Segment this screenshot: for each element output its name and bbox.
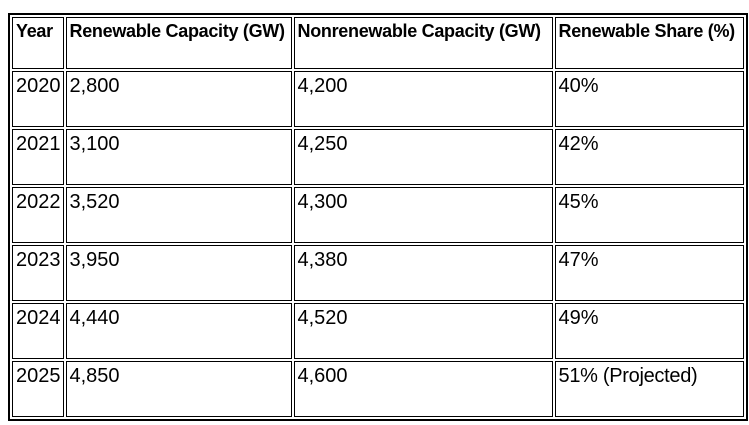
header-row: Year Renewable Capacity (GW) Nonrenewabl… (12, 17, 744, 69)
cell-renewable-capacity: 3,100 (65, 129, 292, 185)
cell-renewable-capacity: 3,520 (65, 187, 292, 243)
table-body: 2020 2,800 4,200 40% 2021 3,100 4,250 42… (12, 71, 744, 417)
cell-renewable-capacity: 3,950 (65, 245, 292, 301)
cell-year: 2024 (12, 303, 64, 359)
cell-renewable-capacity: 4,850 (65, 361, 292, 417)
cell-year: 2025 (12, 361, 64, 417)
cell-renewable-share: 49% (554, 303, 744, 359)
table-row: 2024 4,440 4,520 49% (12, 303, 744, 359)
cell-renewable-share: 40% (554, 71, 744, 127)
cell-renewable-share-projected: 51% (Projected) (554, 361, 744, 417)
cell-nonrenewable-capacity: 4,380 (293, 245, 553, 301)
cell-nonrenewable-capacity: 4,520 (293, 303, 553, 359)
cell-year: 2020 (12, 71, 64, 127)
cell-renewable-capacity: 4,440 (65, 303, 292, 359)
cell-year: 2022 (12, 187, 64, 243)
cell-renewable-share: 47% (554, 245, 744, 301)
table-row: 2020 2,800 4,200 40% (12, 71, 744, 127)
table-header: Year Renewable Capacity (GW) Nonrenewabl… (12, 17, 744, 69)
cell-renewable-capacity: 2,800 (65, 71, 292, 127)
cell-renewable-share: 45% (554, 187, 744, 243)
cell-nonrenewable-capacity: 4,600 (293, 361, 553, 417)
table-row: 2021 3,100 4,250 42% (12, 129, 744, 185)
table-row: 2023 3,950 4,380 47% (12, 245, 744, 301)
cell-year: 2023 (12, 245, 64, 301)
table-row: 2025 4,850 4,600 51% (Projected) (12, 361, 744, 417)
header-renewable-capacity: Renewable Capacity (GW) (65, 17, 292, 69)
cell-nonrenewable-capacity: 4,250 (293, 129, 553, 185)
cell-renewable-share: 42% (554, 129, 744, 185)
capacity-table: Year Renewable Capacity (GW) Nonrenewabl… (8, 13, 748, 421)
cell-year: 2021 (12, 129, 64, 185)
header-renewable-share: Renewable Share (%) (554, 17, 744, 69)
capacity-table-container: Year Renewable Capacity (GW) Nonrenewabl… (8, 13, 748, 421)
table-row: 2022 3,520 4,300 45% (12, 187, 744, 243)
header-nonrenewable-capacity: Nonrenewable Capacity (GW) (293, 17, 553, 69)
header-year: Year (12, 17, 64, 69)
cell-nonrenewable-capacity: 4,300 (293, 187, 553, 243)
cell-nonrenewable-capacity: 4,200 (293, 71, 553, 127)
